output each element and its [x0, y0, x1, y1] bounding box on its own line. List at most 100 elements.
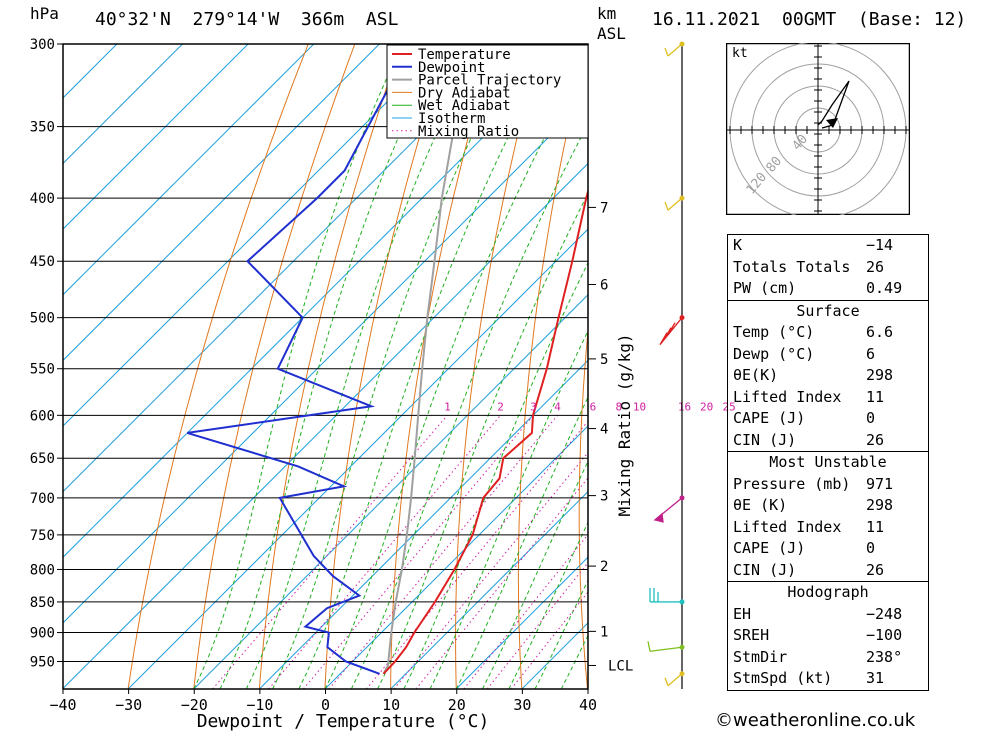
surface-label: Temp (°C)	[733, 323, 815, 341]
most-unstable-row: Pressure (mb) 971	[728, 474, 928, 496]
hodograph-index-row: EH −248	[728, 604, 928, 626]
index-value: −14	[866, 236, 894, 254]
mixing-ratio-label: 25	[722, 400, 735, 413]
wet-adiabat-line	[350, 123, 588, 689]
pressure-label: 800	[30, 562, 55, 578]
surface-value: 6.6	[866, 323, 894, 341]
isotherm-line	[324, 425, 588, 689]
pressure-label: 950	[30, 655, 55, 671]
parcel-trajectory-profile	[382, 44, 473, 675]
isotherm-line	[63, 44, 315, 296]
wet-adiabat-line	[508, 521, 588, 689]
legend-label: Dry Adiabat	[418, 85, 511, 101]
legend-label: Mixing Ratio	[418, 124, 519, 140]
most-unstable-title: Most Unstable	[769, 453, 887, 471]
credit-link[interactable]: ©weatheronline.co.uk	[715, 710, 916, 731]
wet-adiabat-line	[482, 460, 588, 689]
location-title: 40°32'N 279°14'W 366m ASL	[95, 9, 399, 30]
indices-table: K −14 Totals Totals 26 PW (cm) 0.49 Surface T…	[727, 234, 929, 691]
index-row: PW (cm) 0.49	[728, 278, 928, 300]
hodograph-index-value: 31	[866, 669, 885, 687]
dry-adiabat-line	[324, 44, 449, 689]
datetime-title: 16.11.2021 00GMT (Base: 12)	[652, 9, 967, 30]
most-unstable-value: 0	[866, 539, 876, 557]
asl-axis-title: ASL	[597, 24, 626, 43]
index-label: Totals Totals	[733, 257, 851, 276]
wind-barb-icon	[664, 673, 683, 687]
mixing-ratio-label: 1	[444, 400, 451, 413]
surface-value: 6	[866, 344, 876, 363]
height-label: 2	[600, 559, 608, 575]
isotherm-line	[63, 44, 118, 99]
most-unstable-value: 298	[866, 496, 894, 514]
wind-barb-icon	[647, 641, 683, 652]
hodograph-indices-section: Hodograph EH −248 SREH −100 StmDir 238° StmSpd…	[728, 581, 928, 690]
wet-adiabat-line	[245, 44, 480, 689]
isotherm-line	[63, 44, 446, 427]
isotherm-line	[127, 228, 588, 689]
dry-adiabat-line	[638, 44, 680, 689]
mixing-ratio-line	[328, 414, 558, 689]
isotherm-line	[193, 294, 588, 689]
hodograph-index-label: SREH	[733, 626, 770, 644]
wind-barb-icon	[659, 317, 683, 346]
surface-label: CAPE (J)	[733, 409, 806, 427]
x-tick-label: 30	[513, 696, 531, 714]
most-unstable-label: Lifted Index	[733, 517, 842, 536]
mixing-ratio-line	[268, 414, 501, 689]
most-unstable-value: 26	[866, 560, 885, 579]
most-unstable-section: Most Unstable Pressure (mb) 971 θE (K) 298 L…	[728, 451, 928, 581]
x-tick-label: 40	[579, 696, 597, 714]
pressure-label: 750	[30, 528, 55, 544]
pressure-label: 850	[30, 595, 55, 611]
hodograph-index-label: StmDir	[733, 647, 788, 666]
legend-box	[386, 44, 589, 139]
mixing-ratio-label: 6	[590, 400, 597, 413]
surface-value: 26	[866, 430, 885, 449]
hodograph-index-row: StmSpd (kt) 31	[728, 668, 928, 690]
pressure-label: 700	[30, 491, 55, 507]
hodograph-index-value: −248	[866, 604, 903, 623]
hodograph-index-label: StmSpd (kt)	[733, 669, 833, 687]
hodograph-unit-label: kt	[732, 46, 748, 61]
pressure-label: 400	[30, 191, 55, 207]
x-tick-label: 0	[321, 696, 330, 714]
index-label: PW (cm)	[733, 279, 797, 297]
legend-label: Temperature	[418, 47, 511, 63]
surface-row: θE(K) 298	[728, 365, 928, 387]
surface-title: Surface	[796, 301, 860, 320]
pressure-label: 300	[30, 37, 55, 53]
surface-label: Lifted Index	[733, 387, 842, 406]
dry-adiabat-line	[193, 44, 356, 689]
index-value: 26	[866, 257, 885, 276]
pressure-label: 900	[30, 626, 55, 642]
isotherm-line	[63, 44, 249, 230]
height-label: 5	[600, 352, 608, 368]
storm-motion-arrow-icon	[826, 118, 838, 128]
mixing-ratio-axis-label: Mixing Ratio (g/kg)	[615, 333, 634, 516]
isotherm-line	[63, 162, 588, 689]
mixing-ratio-line	[212, 414, 448, 689]
surface-value: 0	[866, 409, 876, 427]
surface-label: Dewp (°C)	[733, 344, 815, 363]
wet-adiabat-line	[298, 44, 557, 689]
legend-label: Dewpoint	[418, 60, 485, 76]
height-label: 6	[600, 278, 608, 294]
x-tick-label: 20	[448, 696, 466, 714]
hodograph-index-label: EH	[733, 604, 752, 623]
mixing-ratio-line	[366, 420, 588, 689]
index-value: 0.49	[866, 279, 903, 297]
hodograph-index-row: StmDir 238°	[728, 647, 928, 669]
mixing-ratio-label: 10	[633, 400, 646, 413]
most-unstable-value: 11	[866, 517, 885, 536]
surface-row: Dewp (°C) 6	[728, 344, 928, 366]
pressure-label: 550	[30, 362, 55, 378]
wind-barb-icon	[649, 587, 682, 603]
surface-value: 298	[866, 366, 894, 384]
dry-adiabat-line	[695, 44, 727, 689]
most-unstable-label: CIN (J)	[733, 560, 797, 579]
wet-adiabat-line	[377, 192, 588, 689]
hpa-axis-title: hPa	[30, 4, 59, 23]
most-unstable-row: θE (K) 298	[728, 495, 928, 517]
